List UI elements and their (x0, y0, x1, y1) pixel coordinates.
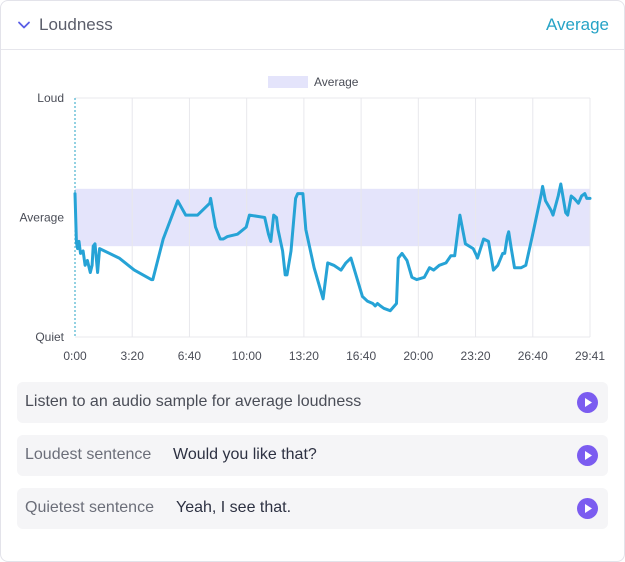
loudness-rating: Average (545, 15, 609, 34)
play-button-quietest[interactable] (577, 498, 598, 519)
loudest-sentence-label: Loudest sentence (25, 446, 152, 463)
average-sample-row[interactable]: Listen to an audio sample for average lo… (17, 382, 608, 423)
x-tick-label: 6:40 (178, 349, 202, 363)
average-sample-label: Listen to an audio sample for average lo… (25, 393, 362, 410)
chevron-down-icon[interactable] (17, 18, 31, 32)
play-button-loudest[interactable] (577, 445, 598, 466)
x-tick-label: 13:20 (289, 349, 319, 363)
legend-swatch (268, 76, 308, 88)
y-tick-label: Average (20, 211, 65, 225)
quietest-sentence-label: Quietest sentence (25, 499, 154, 516)
play-icon (585, 504, 592, 513)
legend-label: Average (314, 75, 359, 89)
x-tick-label: 26:40 (518, 349, 548, 363)
loudest-sentence-row[interactable]: Loudest sentence Would you like that? (17, 435, 608, 476)
x-tick-label: 0:00 (63, 349, 87, 363)
loudness-chart: 0:00 3:20 6:40 10:00 13:20 16:40 20:00 23:20 26:… (20, 75, 606, 363)
loudness-series-line (73, 182, 592, 313)
loudness-header[interactable]: Loudness Average (1, 1, 624, 50)
x-tick-label: 23:20 (461, 349, 491, 363)
play-icon (585, 398, 592, 407)
x-tick-label: 3:20 (121, 349, 145, 363)
play-icon (585, 451, 592, 460)
x-tick-label: 20:00 (403, 349, 433, 363)
y-tick-label: Loud (37, 91, 64, 105)
average-band (75, 188, 590, 247)
play-button-average[interactable] (577, 392, 598, 413)
y-tick-label: Quiet (35, 330, 64, 344)
quietest-sentence-row[interactable]: Quietest sentence Yeah, I see that. (17, 488, 608, 529)
x-tick-label: 16:40 (346, 349, 376, 363)
quietest-sentence-text: Yeah, I see that. (176, 499, 292, 516)
loudest-sentence-text: Would you like that? (173, 446, 317, 463)
section-title: Loudness (39, 15, 113, 34)
x-tick-label: 29:41 (575, 349, 605, 363)
x-tick-label: 10:00 (232, 349, 262, 363)
